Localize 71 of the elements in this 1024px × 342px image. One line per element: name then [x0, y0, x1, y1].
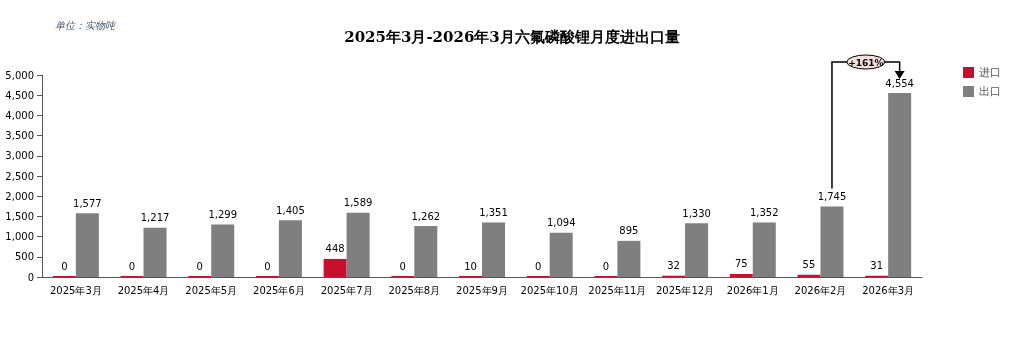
x-tick-label: 2025年12月 — [655, 284, 715, 296]
x-tick-label: 2025年3月 — [49, 284, 102, 296]
x-tick-label: 2026年2月 — [794, 284, 847, 296]
bar — [482, 222, 505, 277]
bar — [323, 258, 347, 277]
data-label: 55 — [802, 259, 816, 271]
y-tick-label: 4,500 — [5, 89, 34, 101]
data-label: 10 — [464, 260, 477, 272]
data-label: 1,299 — [208, 209, 238, 221]
legend-label: 进口 — [979, 66, 1001, 79]
bar — [143, 227, 167, 277]
y-tick-label: 3,000 — [5, 150, 34, 162]
data-label: 1,577 — [73, 197, 102, 209]
bar — [888, 93, 912, 277]
y-tick-label: 3,500 — [5, 130, 34, 142]
data-label: 1,262 — [411, 210, 441, 222]
x-tick-label: 2025年11月 — [588, 284, 647, 296]
y-tick-label: 0 — [27, 271, 34, 283]
bar — [729, 273, 753, 277]
y-axis-title: 单位：实物吨 — [55, 19, 117, 31]
data-label: 0 — [399, 260, 406, 272]
data-label: 1,217 — [140, 212, 170, 224]
x-tick-label: 2025年8月 — [388, 284, 441, 296]
bar — [820, 206, 844, 277]
bar — [414, 226, 438, 277]
data-label: 0 — [602, 260, 610, 272]
data-label: 895 — [619, 225, 639, 237]
data-label: 1,352 — [749, 206, 779, 218]
y-tick-label: 5,000 — [5, 69, 34, 81]
x-tick-label: 2025年4月 — [117, 284, 170, 296]
data-label: 1,745 — [817, 191, 847, 202]
data-label: 32 — [667, 260, 680, 272]
bar — [797, 274, 821, 277]
y-tick-label: 1,500 — [5, 210, 34, 222]
x-tick-label: 2025年9月 — [456, 284, 508, 296]
annotation: +161% — [848, 57, 884, 68]
data-label: 1,094 — [546, 217, 576, 229]
y-tick-label: 2,000 — [5, 190, 34, 202]
x-tick-label: 2025年10月 — [520, 284, 579, 296]
bar — [211, 224, 235, 277]
data-label: 448 — [325, 243, 345, 255]
x-tick-label: 2025年5月 — [185, 284, 238, 296]
x-tick-label: 2025年7月 — [320, 284, 373, 296]
bar — [278, 220, 302, 277]
data-label: 0 — [535, 260, 542, 272]
x-tick-label: 2026年1月 — [726, 284, 779, 296]
y-tick-label: 2,500 — [5, 170, 34, 182]
data-label: 0 — [196, 260, 203, 272]
y-tick-label: 4,000 — [5, 109, 34, 121]
bar — [346, 212, 370, 277]
x-tick-label: 2026年3月 — [862, 284, 915, 296]
data-label: 0 — [128, 260, 136, 272]
chart-title: 2025年3月-2026年3月六氟磷酸锂月度进出口量 — [344, 27, 680, 46]
data-label: 31 — [870, 260, 884, 272]
bar — [617, 240, 641, 277]
data-label: 0 — [264, 260, 271, 272]
data-label: 1,330 — [682, 207, 711, 219]
bar — [685, 223, 709, 277]
y-tick-label: 500 — [14, 251, 34, 263]
bar — [549, 232, 573, 277]
data-label: 1,351 — [479, 206, 508, 218]
data-label: 1,589 — [343, 197, 373, 209]
data-label: 75 — [734, 258, 748, 270]
x-tick-label: 2025年6月 — [253, 284, 305, 296]
legend-label: 出口 — [979, 85, 1001, 98]
bar — [752, 222, 776, 277]
data-label: 4,554 — [885, 77, 914, 89]
data-label: 1,405 — [276, 204, 305, 216]
y-tick-label: 1,000 — [5, 231, 34, 243]
bar — [75, 213, 99, 277]
data-label: 0 — [61, 260, 68, 272]
